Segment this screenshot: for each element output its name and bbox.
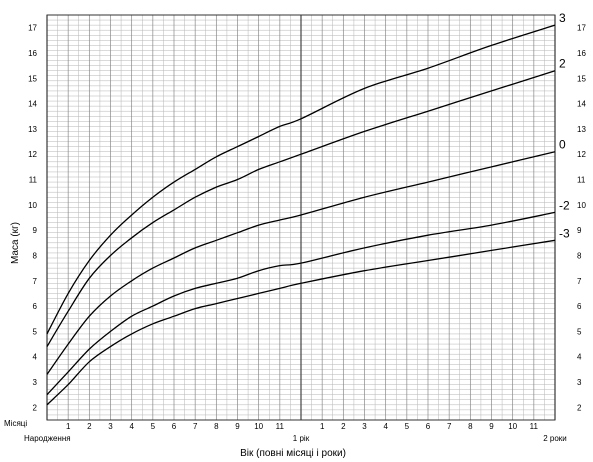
y-tick-label-left: 10 bbox=[28, 201, 37, 210]
x-tick-label: 9 bbox=[489, 422, 494, 431]
x-tick-label: 1 bbox=[66, 422, 71, 431]
curve-sd-minus2 bbox=[46, 211, 556, 396]
y-axis-label: Маса (кг) bbox=[10, 222, 21, 264]
curve-sd-3 bbox=[46, 24, 556, 335]
y-tick-label-left: 15 bbox=[28, 74, 37, 83]
curve-label: -2 bbox=[559, 198, 570, 212]
x-tick-label: 9 bbox=[235, 422, 240, 431]
x-tick-label: 3 bbox=[108, 422, 113, 431]
y-tick-label-right: 7 bbox=[577, 277, 582, 286]
y-tick-label-right: 10 bbox=[577, 201, 586, 210]
x-tick-label: 10 bbox=[508, 422, 517, 431]
y-tick-label-right: 6 bbox=[577, 302, 582, 311]
y-tick-label-right: 13 bbox=[577, 125, 586, 134]
x-tick-label: 7 bbox=[447, 422, 452, 431]
y-tick-label-right: 17 bbox=[577, 24, 586, 33]
x-tick-label: 4 bbox=[129, 422, 134, 431]
y-tick-label-right: 4 bbox=[577, 353, 582, 362]
y-tick-label-left: 12 bbox=[28, 150, 37, 159]
x-tick-label: 6 bbox=[172, 422, 177, 431]
curve-label: 3 bbox=[559, 11, 566, 25]
y-tick-label-right: 9 bbox=[577, 226, 582, 235]
x-tick-label: 6 bbox=[426, 422, 431, 431]
y-tick-label-left: 11 bbox=[29, 176, 38, 185]
x-major-label: 1 рік bbox=[293, 434, 310, 443]
x-tick-label: 5 bbox=[405, 422, 410, 431]
x-tick-label: 2 bbox=[341, 422, 346, 431]
y-tick-label-left: 14 bbox=[28, 100, 37, 109]
x-axis-label: Вік (повні місяці і роки) bbox=[240, 448, 346, 459]
y-tick-label-right: 16 bbox=[577, 49, 586, 58]
x-tick-label: 4 bbox=[383, 422, 388, 431]
y-tick-label-left: 17 bbox=[28, 24, 37, 33]
x-tick-label: 11 bbox=[276, 422, 285, 431]
y-tick-label-left: 8 bbox=[33, 251, 38, 260]
y-tick-label-left: 6 bbox=[33, 302, 38, 311]
y-tick-label-right: 3 bbox=[577, 378, 582, 387]
x-row-label: Місяці bbox=[4, 419, 27, 428]
x-tick-label: 8 bbox=[468, 422, 473, 431]
x-tick-label: 1 bbox=[320, 422, 325, 431]
y-tick-label-left: 4 bbox=[33, 353, 38, 362]
growth-curves: 3 2 0 -2 -3 bbox=[46, 11, 570, 406]
x-major-label: Народження bbox=[24, 434, 71, 443]
y-tick-label-right: 15 bbox=[577, 74, 586, 83]
curve-label: -3 bbox=[559, 226, 570, 240]
y-tick-label-right: 14 bbox=[577, 100, 586, 109]
y-tick-label-left: 7 bbox=[33, 277, 38, 286]
y-tick-label-left: 2 bbox=[33, 403, 38, 412]
curve-label: 0 bbox=[559, 138, 566, 152]
y-tick-label-right: 2 bbox=[577, 403, 582, 412]
grid bbox=[46, 14, 556, 421]
y-tick-label-left: 5 bbox=[33, 327, 38, 336]
x-major-label: 2 роки bbox=[543, 434, 567, 443]
y-tick-label-right: 11 bbox=[577, 176, 586, 185]
y-tick-label-left: 13 bbox=[28, 125, 37, 134]
x-tick-label: 2 bbox=[87, 422, 92, 431]
curve-label: 2 bbox=[559, 57, 566, 71]
x-tick-label: 8 bbox=[214, 422, 219, 431]
curve-sd-minus3 bbox=[46, 239, 556, 406]
x-tick-label: 3 bbox=[362, 422, 367, 431]
curve-sd-0 bbox=[46, 151, 556, 375]
y-tick-label-right: 12 bbox=[577, 150, 586, 159]
y-tick-label-right: 8 bbox=[577, 251, 582, 260]
plot-frame bbox=[46, 14, 556, 421]
x-tick-label: 10 bbox=[254, 422, 263, 431]
y-tick-label-left: 16 bbox=[28, 49, 37, 58]
x-tick-label: 7 bbox=[193, 422, 198, 431]
y-tick-label-right: 5 bbox=[577, 327, 582, 336]
x-tick-label: 5 bbox=[151, 422, 156, 431]
y-tick-label-left: 9 bbox=[33, 226, 38, 235]
y-tick-label-left: 3 bbox=[33, 378, 38, 387]
curve-sd-2 bbox=[46, 70, 556, 347]
x-tick-label: 11 bbox=[530, 422, 539, 431]
